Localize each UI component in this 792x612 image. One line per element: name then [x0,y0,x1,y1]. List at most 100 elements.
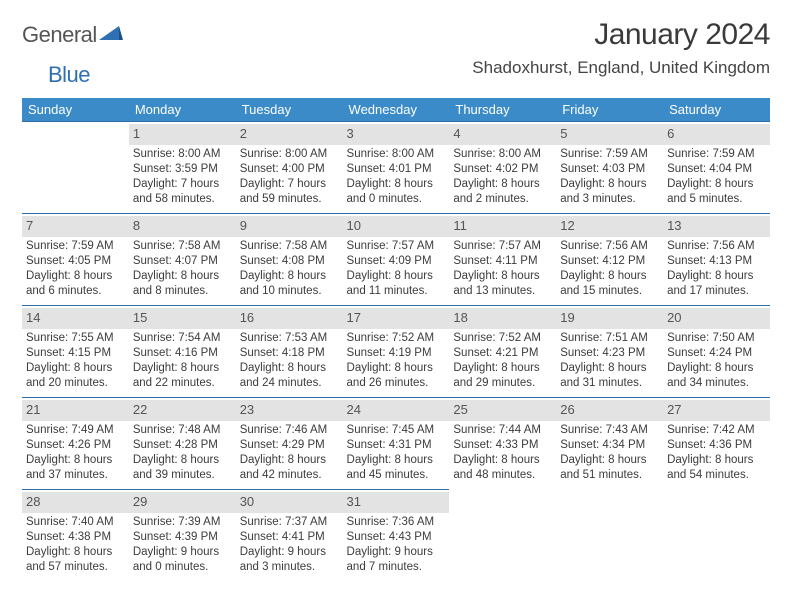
day-number: 19 [556,308,663,329]
day-number: 9 [236,216,343,237]
day-number: 28 [22,492,129,513]
sunset-text: Sunset: 4:18 PM [240,346,339,361]
sunrise-text: Sunrise: 7:37 AM [240,515,339,530]
sunrise-text: Sunrise: 8:00 AM [240,147,339,162]
sunrise-text: Sunrise: 7:58 AM [240,239,339,254]
calendar-day-cell [663,490,770,582]
sunrise-text: Sunrise: 7:48 AM [133,423,232,438]
day-number: 8 [129,216,236,237]
sunrise-text: Sunrise: 7:46 AM [240,423,339,438]
day-number: 4 [449,124,556,145]
sunrise-text: Sunrise: 7:56 AM [667,239,766,254]
weekday-header: Monday [129,98,236,122]
daylight-text: Daylight: 8 hours and 11 minutes. [347,269,446,299]
sunrise-text: Sunrise: 7:52 AM [453,331,552,346]
sunrise-text: Sunrise: 7:55 AM [26,331,125,346]
day-number: 29 [129,492,236,513]
calendar-day-cell: 1Sunrise: 8:00 AMSunset: 3:59 PMDaylight… [129,122,236,214]
sunset-text: Sunset: 4:01 PM [347,162,446,177]
sunset-text: Sunset: 4:05 PM [26,254,125,269]
calendar-day-cell: 11Sunrise: 7:57 AMSunset: 4:11 PMDayligh… [449,214,556,306]
daylight-text: Daylight: 7 hours and 59 minutes. [240,177,339,207]
daylight-text: Daylight: 8 hours and 39 minutes. [133,453,232,483]
day-number: 14 [22,308,129,329]
sunrise-text: Sunrise: 7:44 AM [453,423,552,438]
sunset-text: Sunset: 4:03 PM [560,162,659,177]
sunrise-text: Sunrise: 7:58 AM [133,239,232,254]
daylight-text: Daylight: 8 hours and 29 minutes. [453,361,552,391]
calendar-day-cell: 15Sunrise: 7:54 AMSunset: 4:16 PMDayligh… [129,306,236,398]
daylight-text: Daylight: 8 hours and 8 minutes. [133,269,232,299]
calendar-day-cell: 27Sunrise: 7:42 AMSunset: 4:36 PMDayligh… [663,398,770,490]
daylight-text: Daylight: 8 hours and 48 minutes. [453,453,552,483]
daylight-text: Daylight: 8 hours and 22 minutes. [133,361,232,391]
daylight-text: Daylight: 8 hours and 54 minutes. [667,453,766,483]
sunrise-text: Sunrise: 7:51 AM [560,331,659,346]
sunset-text: Sunset: 4:12 PM [560,254,659,269]
calendar-week-row: 28Sunrise: 7:40 AMSunset: 4:38 PMDayligh… [22,490,770,582]
calendar-day-cell: 23Sunrise: 7:46 AMSunset: 4:29 PMDayligh… [236,398,343,490]
weekday-header: Saturday [663,98,770,122]
sunset-text: Sunset: 4:08 PM [240,254,339,269]
day-number: 1 [129,124,236,145]
sunrise-text: Sunrise: 7:59 AM [26,239,125,254]
location: Shadoxhurst, England, United Kingdom [472,58,770,78]
calendar-day-cell: 10Sunrise: 7:57 AMSunset: 4:09 PMDayligh… [343,214,450,306]
sunset-text: Sunset: 4:13 PM [667,254,766,269]
daylight-text: Daylight: 8 hours and 3 minutes. [560,177,659,207]
sunset-text: Sunset: 4:33 PM [453,438,552,453]
daylight-text: Daylight: 8 hours and 34 minutes. [667,361,766,391]
calendar-table: Sunday Monday Tuesday Wednesday Thursday… [22,98,770,582]
sunset-text: Sunset: 4:02 PM [453,162,552,177]
day-number: 24 [343,400,450,421]
daylight-text: Daylight: 8 hours and 42 minutes. [240,453,339,483]
calendar-week-row: 14 Sunrise: 7:55 AMSunset: 4:15 PM Dayligh… [22,306,770,398]
calendar-day-cell: 29Sunrise: 7:39 AMSunset: 4:39 PMDayligh… [129,490,236,582]
calendar-day-cell: 25Sunrise: 7:44 AMSunset: 4:33 PMDayligh… [449,398,556,490]
sunrise-text: Sunrise: 7:49 AM [26,423,125,438]
sunrise-text: Sunrise: 7:59 AM [560,147,659,162]
sunset-text: Sunset: 4:15 PM [26,346,125,361]
sunrise-text: Sunrise: 7:43 AM [560,423,659,438]
sunset-text: Sunset: 4:04 PM [667,162,766,177]
sunset-text: Sunset: 4:39 PM [133,530,232,545]
brand-part1: General [22,22,97,48]
calendar-day-cell: 21Sunrise: 7:49 AMSunset: 4:26 PMDayligh… [22,398,129,490]
calendar-day-cell: 22Sunrise: 7:48 AMSunset: 4:28 PMDayligh… [129,398,236,490]
daylight-text: Daylight: 7 hours and 58 minutes. [133,177,232,207]
day-number: 2 [236,124,343,145]
sunset-text: Sunset: 3:59 PM [133,162,232,177]
sunrise-text: Sunrise: 7:50 AM [667,331,766,346]
calendar-day-cell: 12Sunrise: 7:56 AMSunset: 4:12 PMDayligh… [556,214,663,306]
calendar-day-cell: 14Sunrise: 7:55 AMSunset: 4:15 PMDayligh… [22,306,129,398]
day-number: 22 [129,400,236,421]
sunset-text: Sunset: 4:11 PM [453,254,552,269]
calendar-day-cell: 9Sunrise: 7:58 AMSunset: 4:08 PMDaylight… [236,214,343,306]
sunset-text: Sunset: 4:24 PM [667,346,766,361]
sunrise-text: Sunrise: 7:39 AM [133,515,232,530]
calendar-day-cell: 30Sunrise: 7:37 AMSunset: 4:41 PMDayligh… [236,490,343,582]
daylight-text: Daylight: 8 hours and 57 minutes. [26,545,125,575]
calendar-day-cell [22,122,129,214]
sunset-text: Sunset: 4:41 PM [240,530,339,545]
day-number: 16 [236,308,343,329]
daylight-text: Daylight: 8 hours and 5 minutes. [667,177,766,207]
calendar-week-row: 21Sunrise: 7:49 AMSunset: 4:26 PMDayligh… [22,398,770,490]
weekday-header: Wednesday [343,98,450,122]
calendar-day-cell: 5 Sunrise: 7:59 AMSunset: 4:03 PMDaylight… [556,122,663,214]
calendar-day-cell: 2Sunrise: 8:00 AMSunset: 4:00 PMDaylight… [236,122,343,214]
sunset-text: Sunset: 4:26 PM [26,438,125,453]
sunrise-text: Sunrise: 7:52 AM [347,331,446,346]
brand-part2: Blue [22,62,90,87]
day-number: 30 [236,492,343,513]
sunset-text: Sunset: 4:16 PM [133,346,232,361]
sunset-text: Sunset: 4:31 PM [347,438,446,453]
calendar-day-cell: 8Sunrise: 7:58 AMSunset: 4:07 PMDaylight… [129,214,236,306]
weekday-header: Thursday [449,98,556,122]
day-number: 23 [236,400,343,421]
day-number: 26 [556,400,663,421]
brand-triangle-icon [99,24,123,47]
day-number: 5 [556,124,663,145]
daylight-text: Daylight: 9 hours and 7 minutes. [347,545,446,575]
calendar-day-cell: 3Sunrise: 8:00 AMSunset: 4:01 PMDaylight… [343,122,450,214]
